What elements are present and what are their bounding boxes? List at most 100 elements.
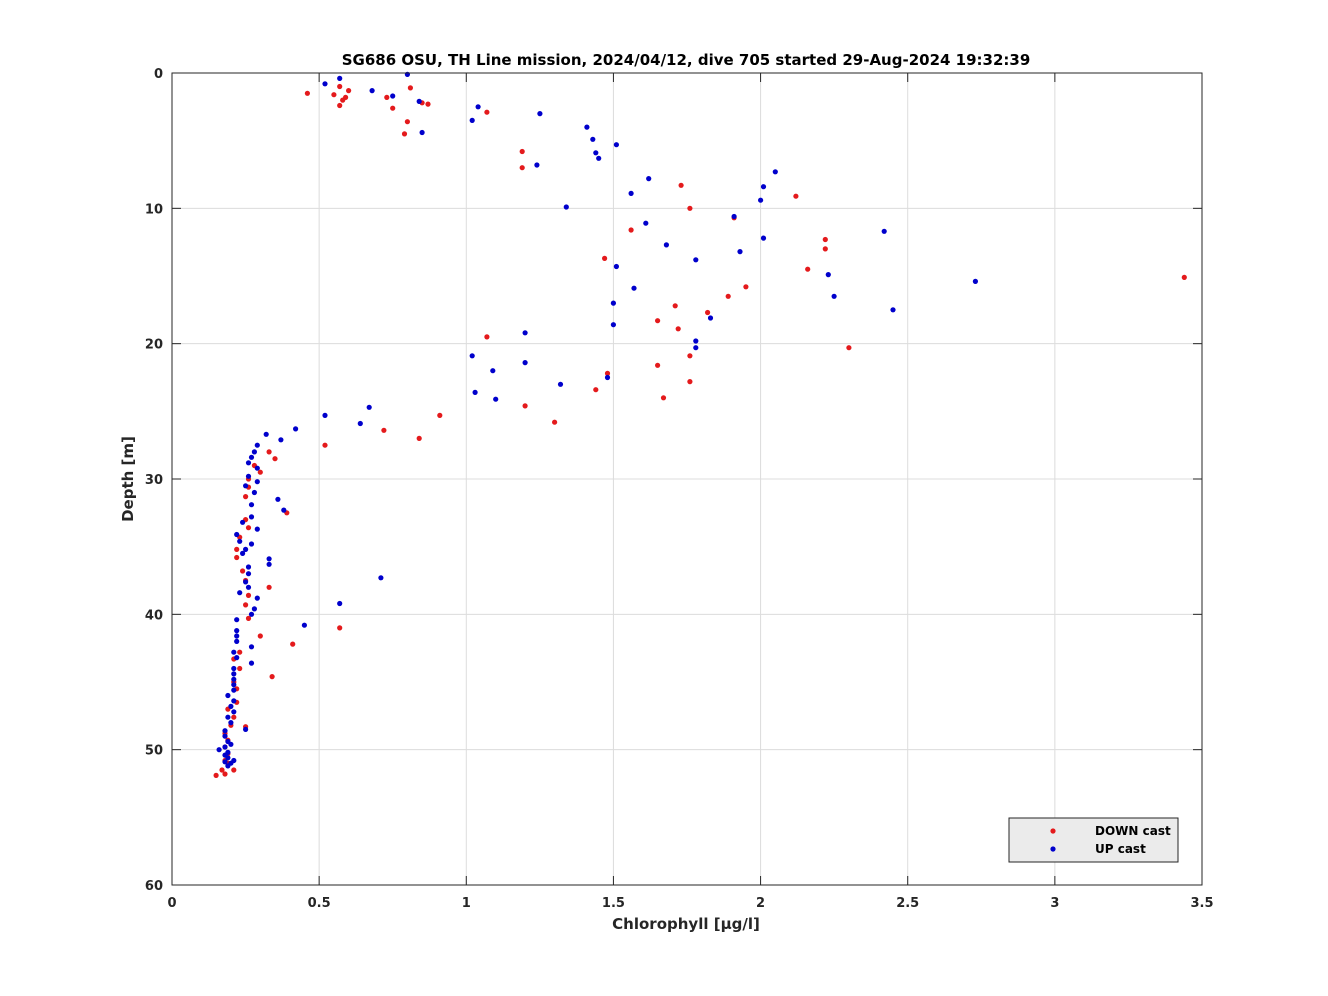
- data-point: [245, 525, 252, 531]
- data-point: [534, 162, 540, 168]
- data-point: [822, 246, 828, 252]
- data-point: [563, 204, 569, 210]
- data-point: [346, 88, 352, 94]
- data-point: [269, 674, 275, 680]
- legend-label-up: UP cast: [1095, 842, 1146, 856]
- data-point: [596, 155, 602, 161]
- data-point: [322, 442, 328, 448]
- data-point: [231, 687, 237, 693]
- data-point: [522, 403, 528, 409]
- data-point: [416, 435, 422, 441]
- y-tick-label: 20: [145, 338, 163, 353]
- data-point: [337, 102, 343, 109]
- data-point: [416, 98, 422, 104]
- data-point: [604, 370, 611, 376]
- data-point: [322, 412, 328, 418]
- data-point: [675, 326, 681, 332]
- data-point: [552, 419, 558, 425]
- x-tick-label: 2: [756, 896, 765, 911]
- x-tick-label: 2.5: [896, 896, 919, 911]
- data-point: [646, 176, 652, 182]
- data-point: [772, 169, 778, 175]
- data-point: [628, 190, 634, 196]
- data-point: [254, 479, 260, 485]
- data-point: [225, 763, 231, 769]
- data-point: [384, 94, 390, 100]
- data-point: [254, 442, 260, 448]
- data-point: [758, 197, 764, 203]
- data-point: [401, 131, 408, 137]
- y-tick-label: 10: [145, 202, 163, 217]
- data-point: [216, 747, 222, 753]
- data-point: [225, 714, 231, 720]
- x-tick-label: 3: [1050, 896, 1059, 911]
- data-point: [275, 496, 281, 502]
- data-point: [322, 81, 328, 87]
- y-tick-label: 30: [145, 473, 163, 488]
- data-point: [484, 109, 490, 115]
- data-point: [425, 101, 431, 107]
- data-point: [293, 426, 299, 432]
- data-point: [231, 767, 237, 773]
- data-point: [248, 644, 255, 650]
- data-point: [655, 362, 661, 368]
- data-point: [237, 538, 243, 544]
- data-point: [522, 360, 528, 366]
- data-point: [369, 88, 375, 94]
- data-point: [240, 550, 246, 557]
- data-point: [584, 124, 590, 130]
- x-tick-label: 1.5: [602, 896, 625, 911]
- data-point: [593, 150, 599, 156]
- data-point: [1181, 274, 1187, 280]
- data-point: [357, 420, 363, 427]
- data-point: [234, 655, 240, 661]
- x-tick-label: 3.5: [1190, 896, 1213, 911]
- data-point: [254, 526, 260, 532]
- data-point: [678, 182, 684, 188]
- data-point: [245, 460, 252, 466]
- y-tick-label: 40: [145, 608, 163, 623]
- data-point: [660, 395, 667, 401]
- data-point: [248, 514, 255, 520]
- data-point: [243, 494, 249, 500]
- data-point: [381, 427, 387, 433]
- data-point: [687, 379, 693, 385]
- data-point: [228, 741, 234, 747]
- data-point: [343, 94, 349, 100]
- data-point: [337, 625, 343, 631]
- data-point: [366, 404, 372, 410]
- data-point: [760, 235, 767, 241]
- data-point: [245, 592, 252, 599]
- x-axis-label: Chlorophyll [μg/l]: [612, 915, 760, 933]
- data-point: [245, 615, 252, 622]
- data-point: [231, 665, 237, 672]
- data-point: [793, 193, 799, 199]
- data-point: [610, 322, 617, 328]
- data-point: [240, 519, 246, 525]
- data-point: [234, 633, 240, 639]
- data-point: [663, 242, 670, 248]
- x-tick-label: 0: [167, 896, 176, 911]
- data-point: [278, 437, 284, 443]
- data-point: [222, 759, 228, 765]
- data-point: [419, 129, 425, 136]
- data-point: [251, 449, 257, 455]
- data-point: [272, 456, 278, 462]
- data-point: [243, 726, 249, 733]
- data-point: [266, 561, 272, 567]
- data-point: [266, 449, 272, 455]
- data-point: [228, 703, 234, 710]
- data-point: [222, 744, 228, 750]
- data-point: [693, 345, 699, 351]
- data-point: [248, 502, 255, 508]
- legend-label-down: DOWN cast: [1095, 824, 1171, 838]
- data-point: [337, 75, 343, 81]
- data-point: [231, 709, 237, 715]
- data-point: [254, 595, 260, 601]
- data-point: [693, 338, 699, 344]
- data-point: [693, 257, 699, 263]
- data-point: [725, 293, 731, 299]
- data-point: [475, 104, 481, 110]
- data-point: [301, 622, 307, 628]
